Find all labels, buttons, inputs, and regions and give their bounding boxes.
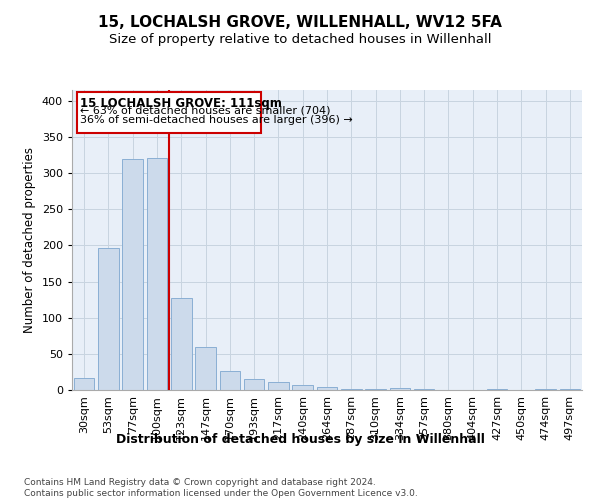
Bar: [74, 378, 94, 390]
Bar: [122, 158, 143, 390]
Bar: [317, 387, 337, 390]
Bar: [244, 379, 265, 390]
Text: Contains HM Land Registry data © Crown copyright and database right 2024.
Contai: Contains HM Land Registry data © Crown c…: [24, 478, 418, 498]
FancyBboxPatch shape: [77, 92, 262, 134]
Text: 15 LOCHALSH GROVE: 111sqm: 15 LOCHALSH GROVE: 111sqm: [80, 96, 283, 110]
Text: ← 63% of detached houses are smaller (704): ← 63% of detached houses are smaller (70…: [80, 106, 331, 116]
Bar: [560, 388, 580, 390]
Text: Size of property relative to detached houses in Willenhall: Size of property relative to detached ho…: [109, 32, 491, 46]
Text: Distribution of detached houses by size in Willenhall: Distribution of detached houses by size …: [116, 432, 484, 446]
Bar: [535, 388, 556, 390]
Bar: [146, 158, 167, 390]
Text: 36% of semi-detached houses are larger (396) →: 36% of semi-detached houses are larger (…: [80, 116, 353, 126]
Text: 15, LOCHALSH GROVE, WILLENHALL, WV12 5FA: 15, LOCHALSH GROVE, WILLENHALL, WV12 5FA: [98, 15, 502, 30]
Bar: [171, 298, 191, 390]
Bar: [292, 385, 313, 390]
Bar: [341, 388, 362, 390]
Bar: [195, 346, 216, 390]
Bar: [98, 248, 119, 390]
Bar: [220, 371, 240, 390]
Bar: [268, 382, 289, 390]
Bar: [389, 388, 410, 390]
Y-axis label: Number of detached properties: Number of detached properties: [23, 147, 36, 333]
